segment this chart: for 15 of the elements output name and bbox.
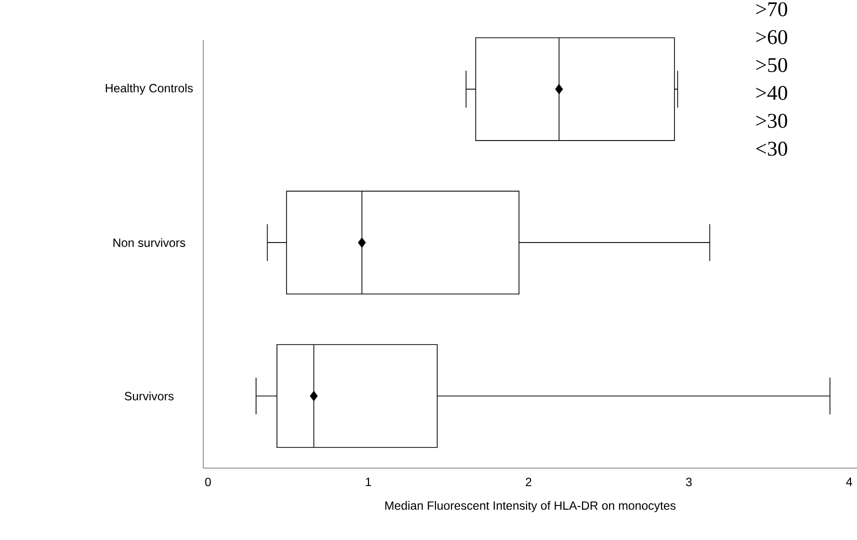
x-tick-label: 0 [205,478,211,486]
y-tick-label: Healthy Controls [106,84,193,95]
text: >70 [756,2,788,16]
x-tick-label: 1 [366,478,372,486]
annotation: >30 [756,114,788,128]
y-tick-label: Survivors [124,392,174,400]
x-tick-label: 4 [846,478,852,486]
x-axis-title: Median Fluorescent Intensity of HLA-DR on monocytes [385,501,676,512]
annotation: <30 [756,142,788,156]
annotation: >60 [756,30,788,44]
x-tick-label: 3 [686,478,692,486]
y-tick-label: Non survivors [114,238,186,247]
x-tick-label: 2 [526,478,532,486]
annotation: >50 [756,58,788,72]
annotation: >40 [756,86,788,100]
